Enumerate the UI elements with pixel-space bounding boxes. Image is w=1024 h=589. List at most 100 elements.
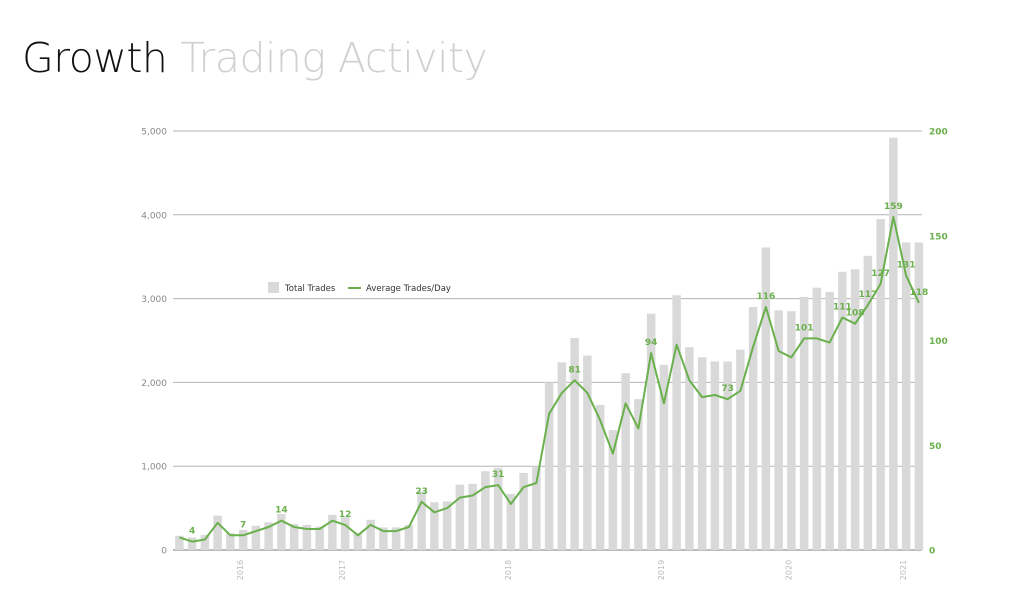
y-tick-label: 3,000 — [141, 295, 167, 305]
bar — [608, 430, 618, 550]
y2-tick-label: 0 — [929, 547, 935, 557]
data-label: 14 — [275, 506, 288, 516]
x-tick-label: 2020 — [784, 560, 793, 580]
data-label: 131 — [897, 261, 916, 271]
y-tick-label: 2,000 — [141, 379, 167, 389]
data-label: 73 — [721, 384, 734, 394]
bar — [710, 361, 720, 550]
bar — [825, 291, 834, 550]
bar — [391, 527, 401, 550]
data-label: 81 — [568, 365, 581, 375]
x-tick-label: 2021 — [899, 560, 908, 580]
data-label: 94 — [645, 338, 658, 348]
bar — [697, 357, 707, 550]
bar — [315, 526, 324, 550]
bar — [838, 271, 847, 550]
bar — [812, 287, 822, 550]
bar — [761, 247, 771, 550]
bar — [468, 483, 477, 550]
bar — [672, 295, 681, 550]
bar — [353, 533, 363, 550]
bar — [442, 501, 452, 550]
bar — [736, 349, 745, 550]
bar — [506, 493, 516, 550]
title-secondary: Trading Activity — [179, 34, 488, 82]
bar — [914, 242, 924, 551]
x-tick-label: 2017 — [338, 560, 347, 580]
bar — [264, 522, 273, 550]
bar — [544, 382, 554, 550]
bar — [289, 524, 299, 550]
data-label: 108 — [846, 309, 865, 319]
bar — [417, 491, 426, 550]
data-label: 23 — [415, 487, 428, 497]
bar — [430, 502, 439, 550]
bar — [570, 337, 579, 550]
y2-tick-label: 100 — [929, 337, 948, 347]
y2-tick-label: 50 — [929, 442, 942, 452]
bar — [799, 296, 809, 550]
bar — [213, 515, 222, 550]
bar — [583, 355, 592, 550]
bar — [863, 255, 873, 550]
bar — [175, 535, 184, 550]
data-label: 117 — [858, 290, 877, 300]
bar — [723, 361, 732, 550]
bar — [787, 311, 796, 550]
bar — [328, 514, 337, 550]
data-label: 116 — [756, 292, 775, 302]
data-label: 159 — [884, 202, 903, 212]
bar — [404, 524, 414, 550]
bar — [519, 472, 528, 550]
data-label: 12 — [339, 510, 352, 520]
bar — [200, 534, 210, 550]
x-tick-label: 2019 — [657, 560, 666, 580]
bar — [379, 527, 388, 550]
title-primary: Growth — [22, 34, 168, 82]
x-tick-label: 2016 — [236, 560, 245, 580]
bar — [646, 313, 656, 550]
data-label: 118 — [909, 288, 928, 298]
bar — [850, 269, 860, 550]
bar — [226, 533, 235, 550]
legend-label-total-trades: Total Trades — [284, 284, 336, 294]
legend-swatch-bar — [268, 282, 279, 293]
data-label: 101 — [795, 323, 814, 333]
bar — [493, 467, 503, 550]
bar — [277, 513, 286, 550]
bar — [302, 524, 312, 550]
bar — [238, 529, 248, 550]
bar — [621, 373, 630, 550]
page-title: Growth Trading Activity — [22, 34, 488, 82]
bar — [595, 405, 605, 550]
bar — [366, 519, 375, 550]
bar — [455, 484, 465, 550]
y-tick-label: 1,000 — [141, 463, 167, 473]
bar — [876, 218, 885, 551]
bar — [685, 347, 694, 550]
bar — [748, 306, 758, 550]
y2-tick-label: 200 — [929, 128, 948, 138]
data-label: 7 — [240, 520, 246, 530]
data-label: 127 — [871, 269, 890, 279]
avg-trades-line — [179, 215, 920, 543]
bar — [889, 137, 898, 551]
bar — [481, 471, 490, 550]
data-label: 4 — [189, 527, 195, 537]
y-tick-label: 0 — [161, 547, 167, 557]
bar — [659, 364, 669, 550]
legend-label-average-trades-day: Average Trades/Day — [366, 284, 451, 294]
bar — [251, 525, 261, 550]
data-label: 111 — [833, 302, 852, 312]
y2-tick-label: 150 — [929, 232, 948, 242]
bar — [901, 242, 911, 551]
y-tick-label: 4,000 — [141, 211, 167, 221]
bar — [187, 537, 197, 550]
x-tick-label: 2018 — [504, 560, 513, 580]
data-label: 31 — [492, 470, 505, 480]
bar — [557, 362, 567, 550]
bar — [774, 310, 783, 550]
bar — [340, 517, 350, 550]
bar — [634, 399, 643, 550]
